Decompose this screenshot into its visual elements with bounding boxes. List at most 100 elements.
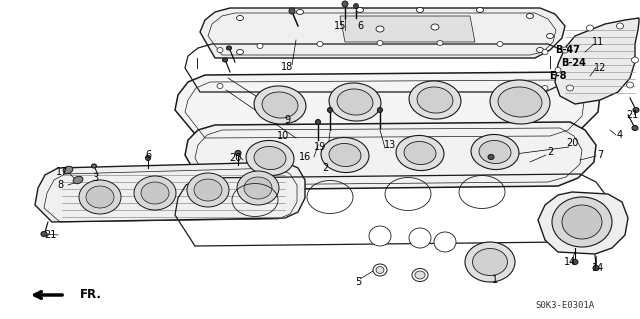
Ellipse shape bbox=[409, 228, 431, 248]
Text: 10: 10 bbox=[277, 131, 289, 141]
Ellipse shape bbox=[561, 47, 568, 53]
Ellipse shape bbox=[472, 249, 508, 276]
Ellipse shape bbox=[527, 13, 534, 19]
Text: 9: 9 bbox=[284, 115, 290, 125]
Ellipse shape bbox=[633, 108, 639, 113]
Polygon shape bbox=[340, 16, 475, 42]
Ellipse shape bbox=[329, 83, 381, 121]
Ellipse shape bbox=[477, 8, 483, 12]
Polygon shape bbox=[200, 8, 565, 58]
Ellipse shape bbox=[547, 33, 554, 39]
Text: 21: 21 bbox=[626, 110, 638, 120]
Text: 20: 20 bbox=[229, 153, 241, 163]
Ellipse shape bbox=[321, 137, 369, 173]
Ellipse shape bbox=[552, 197, 612, 247]
Text: 21: 21 bbox=[44, 230, 56, 240]
Ellipse shape bbox=[616, 23, 623, 29]
Ellipse shape bbox=[412, 269, 428, 281]
Ellipse shape bbox=[254, 86, 306, 124]
Text: E-8: E-8 bbox=[549, 71, 567, 81]
Ellipse shape bbox=[237, 49, 243, 55]
Text: 17: 17 bbox=[56, 167, 68, 177]
Ellipse shape bbox=[329, 144, 361, 167]
Text: 5: 5 bbox=[355, 277, 361, 287]
Ellipse shape bbox=[41, 232, 47, 236]
Ellipse shape bbox=[465, 242, 515, 282]
Text: S0K3-E0301A: S0K3-E0301A bbox=[536, 300, 595, 309]
Ellipse shape bbox=[488, 154, 494, 160]
Ellipse shape bbox=[593, 265, 599, 271]
Ellipse shape bbox=[194, 179, 222, 201]
Text: 14: 14 bbox=[564, 257, 576, 267]
Ellipse shape bbox=[353, 4, 358, 9]
Text: 6: 6 bbox=[145, 150, 151, 160]
Ellipse shape bbox=[566, 85, 573, 91]
Text: 19: 19 bbox=[314, 142, 326, 152]
Ellipse shape bbox=[632, 125, 638, 130]
Ellipse shape bbox=[536, 48, 543, 53]
Ellipse shape bbox=[217, 84, 223, 88]
Text: 16: 16 bbox=[299, 152, 311, 162]
Polygon shape bbox=[175, 72, 600, 140]
Ellipse shape bbox=[542, 85, 548, 91]
Ellipse shape bbox=[431, 24, 439, 30]
Ellipse shape bbox=[217, 48, 223, 53]
Ellipse shape bbox=[141, 182, 169, 204]
Text: 15: 15 bbox=[334, 21, 346, 31]
Ellipse shape bbox=[373, 264, 387, 276]
Ellipse shape bbox=[490, 80, 550, 124]
Ellipse shape bbox=[627, 82, 634, 88]
Ellipse shape bbox=[632, 57, 639, 63]
Ellipse shape bbox=[555, 68, 561, 72]
Ellipse shape bbox=[223, 58, 227, 62]
Text: 6: 6 bbox=[357, 21, 363, 31]
Text: 4: 4 bbox=[617, 130, 623, 140]
Ellipse shape bbox=[415, 271, 425, 279]
Ellipse shape bbox=[134, 176, 176, 210]
Ellipse shape bbox=[246, 140, 294, 175]
Text: 2: 2 bbox=[547, 147, 553, 157]
Ellipse shape bbox=[437, 41, 443, 46]
Text: 7: 7 bbox=[597, 150, 603, 160]
Ellipse shape bbox=[498, 87, 542, 117]
Ellipse shape bbox=[235, 151, 241, 155]
Ellipse shape bbox=[586, 25, 593, 31]
Ellipse shape bbox=[409, 81, 461, 119]
Text: 8: 8 bbox=[57, 180, 63, 190]
Ellipse shape bbox=[237, 16, 243, 20]
Ellipse shape bbox=[296, 10, 303, 14]
Ellipse shape bbox=[227, 46, 232, 50]
Ellipse shape bbox=[254, 146, 286, 169]
Ellipse shape bbox=[244, 177, 272, 199]
Ellipse shape bbox=[289, 8, 295, 14]
Polygon shape bbox=[555, 18, 639, 104]
Text: 13: 13 bbox=[384, 140, 396, 150]
Ellipse shape bbox=[479, 140, 511, 164]
Ellipse shape bbox=[262, 92, 298, 118]
Text: 14: 14 bbox=[592, 263, 604, 273]
Text: 2: 2 bbox=[322, 163, 328, 173]
Text: 3: 3 bbox=[92, 173, 98, 183]
Ellipse shape bbox=[542, 49, 548, 55]
Ellipse shape bbox=[396, 136, 444, 171]
Text: 18: 18 bbox=[281, 62, 293, 72]
Ellipse shape bbox=[86, 186, 114, 208]
Ellipse shape bbox=[572, 259, 578, 264]
Ellipse shape bbox=[63, 166, 73, 174]
Polygon shape bbox=[185, 122, 596, 190]
Ellipse shape bbox=[328, 108, 333, 113]
Polygon shape bbox=[538, 192, 628, 254]
Ellipse shape bbox=[434, 232, 456, 252]
Ellipse shape bbox=[317, 41, 323, 47]
Ellipse shape bbox=[356, 8, 364, 12]
Ellipse shape bbox=[417, 87, 453, 113]
Ellipse shape bbox=[79, 180, 121, 214]
Ellipse shape bbox=[342, 1, 348, 7]
Ellipse shape bbox=[417, 8, 424, 12]
Ellipse shape bbox=[337, 89, 373, 115]
Ellipse shape bbox=[377, 41, 383, 46]
Ellipse shape bbox=[92, 164, 97, 168]
Ellipse shape bbox=[73, 176, 83, 184]
Ellipse shape bbox=[145, 155, 150, 160]
Text: B-24: B-24 bbox=[561, 58, 586, 68]
